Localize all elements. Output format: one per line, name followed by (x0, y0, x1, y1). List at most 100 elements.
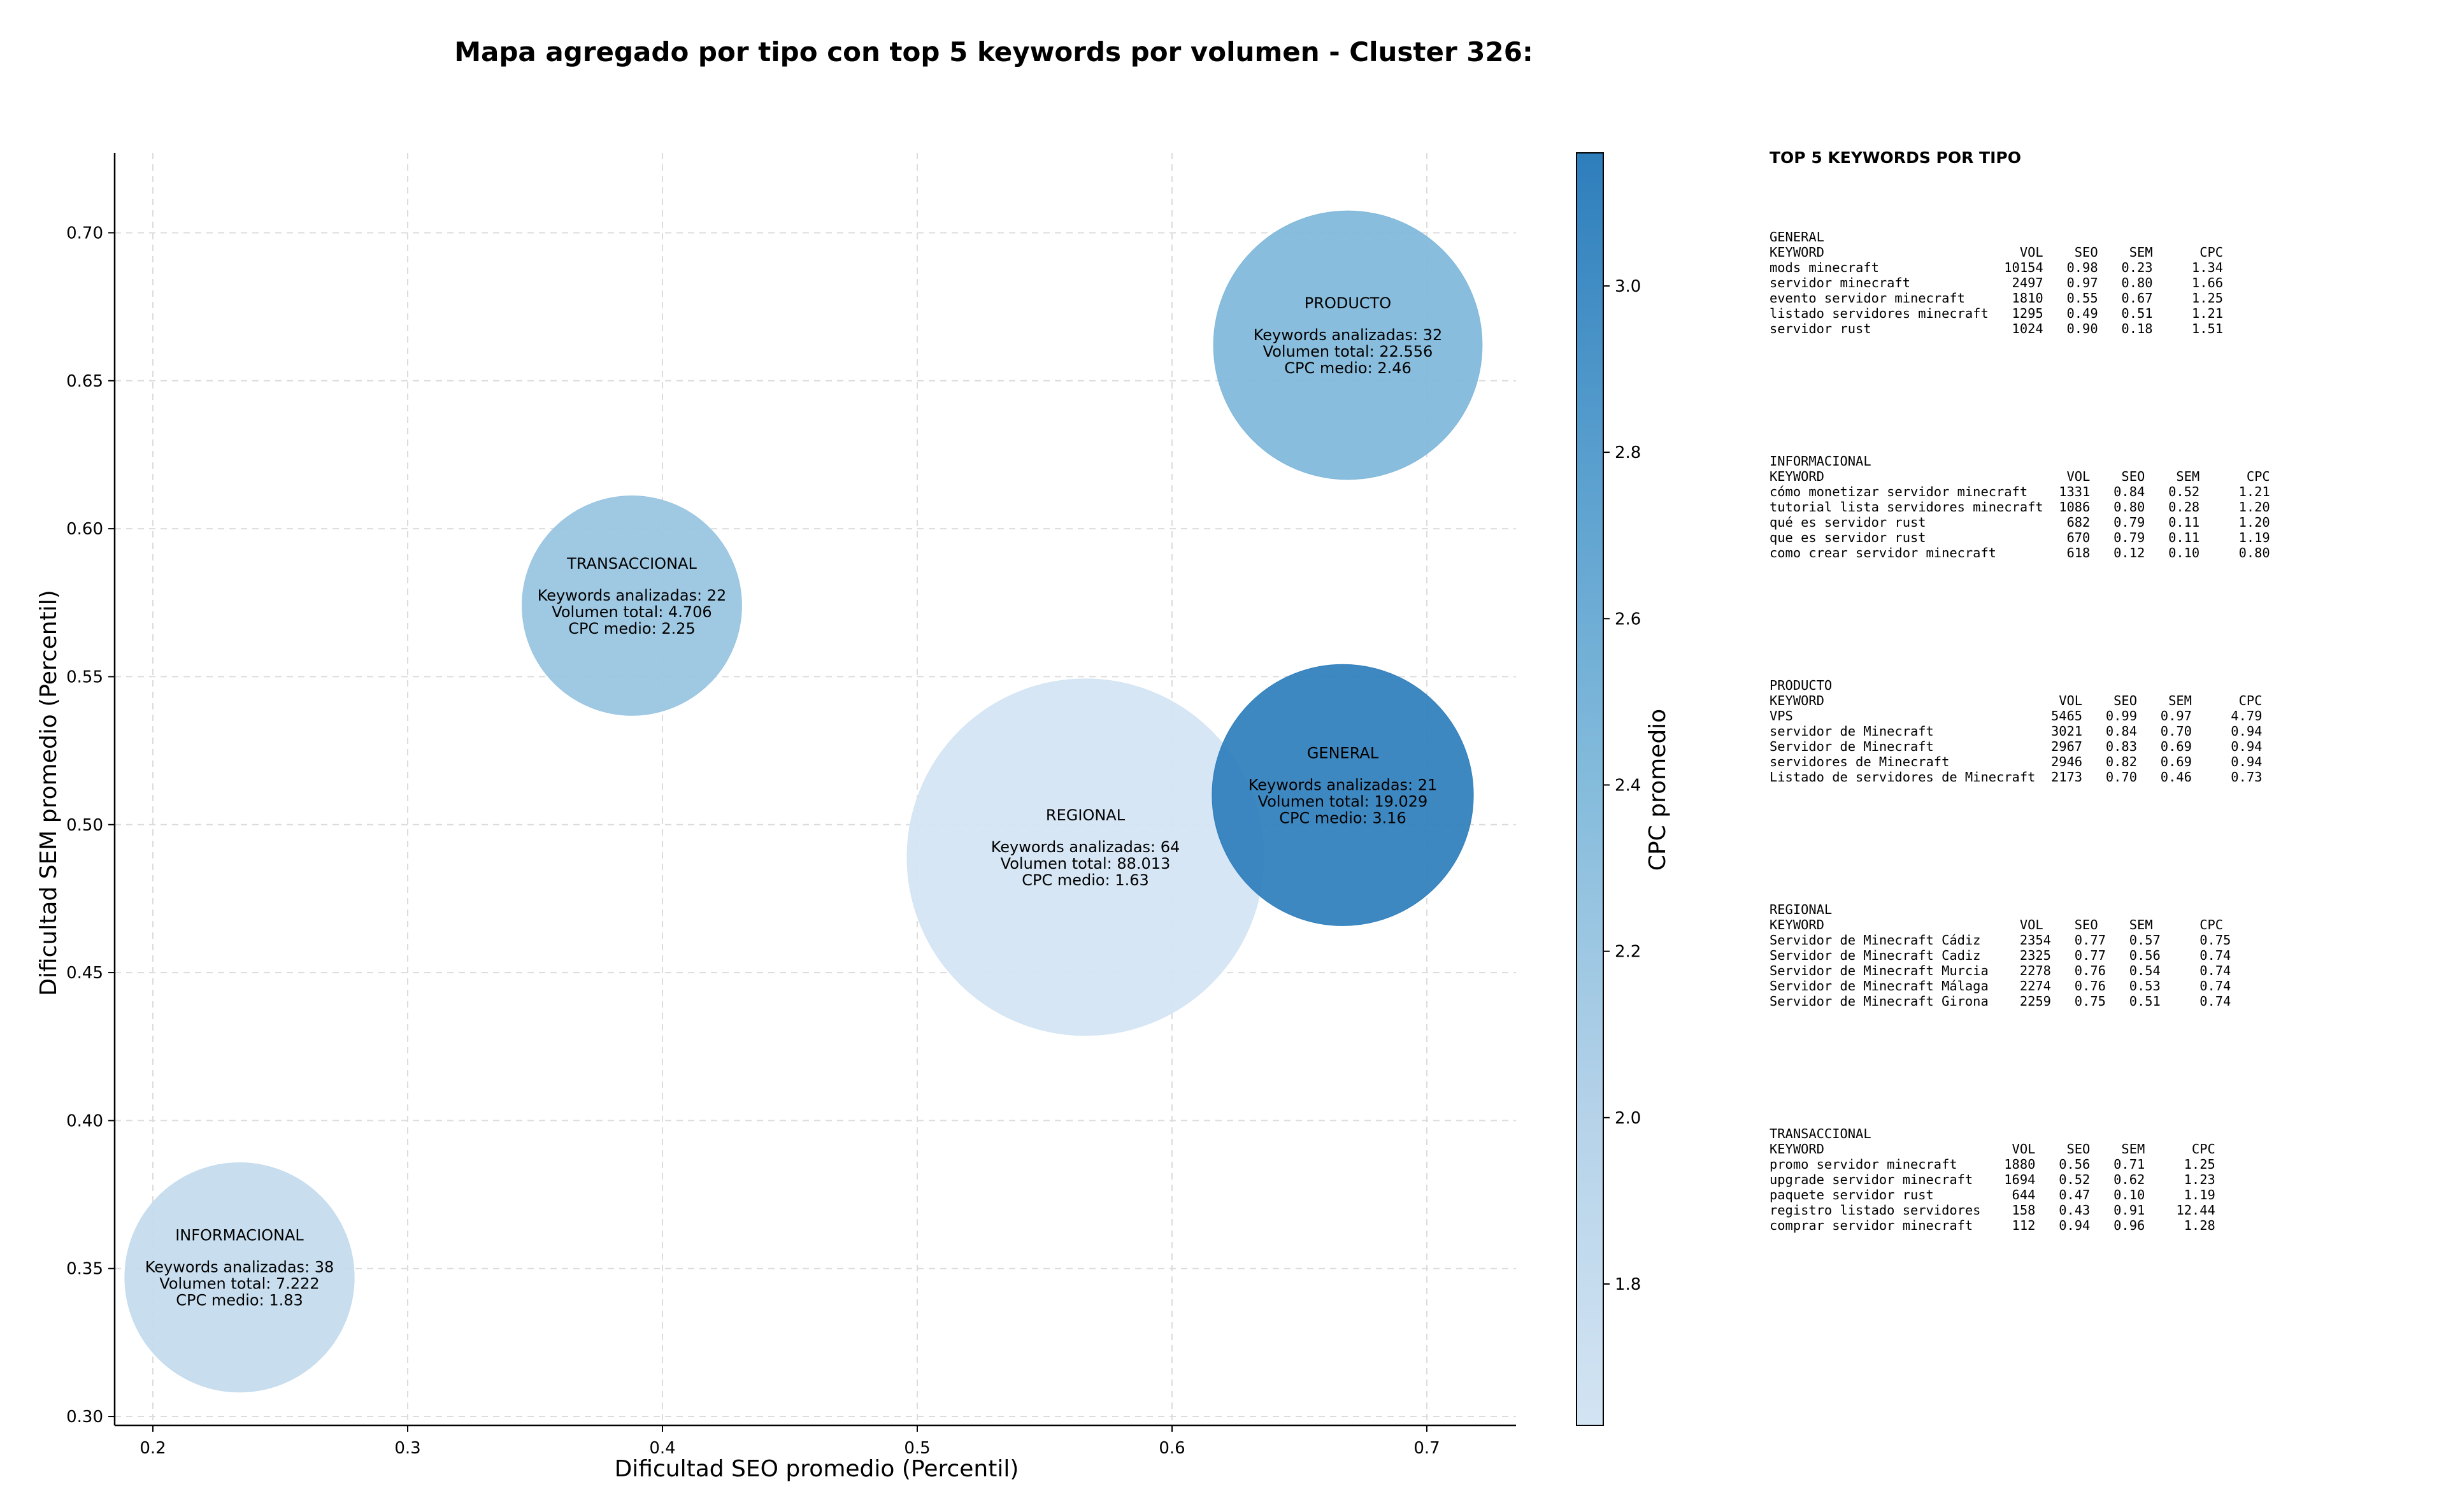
top5-keyword-row: upgrade servidor minecraft 1694 0.52 0.6… (1770, 1172, 2215, 1187)
top5-type-label: REGIONAL (1770, 902, 1833, 917)
top5-keyword-row: cómo monetizar servidor minecraft 1331 0… (1770, 484, 2270, 499)
top5-keyword-row: registro listado servidores 158 0.43 0.9… (1770, 1202, 2215, 1218)
top5-keyword-row: que es servidor rust 670 0.79 0.11 1.19 (1770, 530, 2270, 545)
top5-keyword-row: qué es servidor rust 682 0.79 0.11 1.20 (1770, 515, 2270, 530)
bubble-informacional (124, 1162, 355, 1393)
bubble-label: GENERAL (1307, 744, 1379, 762)
top5-keyword-row: VPS 5465 0.99 0.97 4.79 (1770, 708, 2263, 724)
top5-type-label: PRODUCTO (1770, 678, 1833, 693)
top5-table: INFORMACIONAL KEYWORD VOL SEO SEM CPC cómo… (1770, 453, 2432, 560)
bubble-label: Keywords analizadas: 21 (1248, 776, 1438, 794)
colorbar-tick-label: 1.8 (1615, 1275, 1641, 1294)
colorbar-tick-label: 3.0 (1615, 277, 1641, 296)
y-tick-label: 0.40 (66, 1111, 103, 1130)
top5-block-regional: REGIONAL KEYWORD VOL SEO SEM CPC Servidor … (1770, 902, 2432, 1126)
top5-keyword-row: Servidor de Minecraft Cádiz 2354 0.77 0.… (1770, 932, 2231, 948)
top5-table: REGIONAL KEYWORD VOL SEO SEM CPC Servidor … (1770, 902, 2432, 1009)
bubble-label: TRANSACCIONAL (566, 555, 697, 573)
bubble-general (1212, 664, 1474, 926)
top5-type-label: TRANSACCIONAL (1770, 1126, 1871, 1141)
y-tick-label: 0.45 (66, 964, 103, 983)
top5-table: GENERAL KEYWORD VOL SEO SEM CPC mods minec… (1770, 229, 2432, 336)
top5-table: TRANSACCIONAL KEYWORD VOL SEO SEM CPC prom… (1770, 1126, 2432, 1233)
top5-header-row: KEYWORD VOL SEO SEM CPC (1770, 917, 2224, 932)
top5-keyword-row: servidor de Minecraft 3021 0.84 0.70 0.9… (1770, 724, 2263, 739)
bubble-label: CPC medio: 3.16 (1279, 809, 1406, 827)
top5-header-row: KEYWORD VOL SEO SEM CPC (1770, 693, 2263, 708)
colorbar-tick-label: 2.0 (1615, 1109, 1641, 1128)
bubble-label: INFORMACIONAL (175, 1227, 304, 1245)
top5-keyword-row: comprar servidor minecraft 112 0.94 0.96… (1770, 1218, 2215, 1233)
bubble-label: Keywords analizadas: 22 (538, 587, 727, 604)
top5-keyword-row: Servidor de Minecraft Murcia 2278 0.76 0… (1770, 963, 2231, 978)
top5-keyword-row: como crear servidor minecraft 618 0.12 0… (1770, 545, 2270, 560)
top5-blocks: GENERAL KEYWORD VOL SEO SEM CPC mods minec… (1770, 229, 2432, 1350)
bubble-label: Volumen total: 4.706 (552, 603, 712, 621)
bubble-transaccional (522, 496, 742, 716)
top5-keyword-row: tutorial lista servidores minecraft 1086… (1770, 499, 2270, 515)
top5-keyword-row: Listado de servidores de Minecraft 2173 … (1770, 769, 2263, 785)
top5-keyword-row: Servidor de Minecraft Málaga 2274 0.76 0… (1770, 978, 2231, 994)
y-axis-label: Dificultad SEM promedio (Percentil) (36, 590, 62, 996)
axes: 0.2 0.3 0.4 0.5 0.6 0.7 0.30 0.35 0.40 0.45 0.50 0.… (66, 153, 1516, 1458)
top5-block-informacional: INFORMACIONAL KEYWORD VOL SEO SEM CPC cómo… (1770, 453, 2432, 678)
y-tick-label: 0.55 (66, 667, 103, 687)
bubble-label: Volumen total: 19.029 (1258, 792, 1428, 810)
top5-title: TOP 5 KEYWORDS POR TIPO (1770, 148, 2021, 167)
colorbar-tick-label: 2.8 (1615, 443, 1641, 462)
top5-keyword-row: listado servidores minecraft 1295 0.49 0… (1770, 306, 2224, 321)
top5-keyword-row: servidor rust 1024 0.90 0.18 1.51 (1770, 321, 2224, 336)
top5-keyword-row: Servidor de Minecraft Cadiz 2325 0.77 0.… (1770, 948, 2231, 963)
top5-keyword-row: paquete servidor rust 644 0.47 0.10 1.19 (1770, 1187, 2215, 1202)
bubble-label: Keywords analizadas: 38 (145, 1259, 334, 1276)
top5-keyword-row: Servidor de Minecraft 2967 0.83 0.69 0.9… (1770, 739, 2263, 754)
x-tick-label: 0.4 (649, 1439, 675, 1458)
top5-header-row: KEYWORD VOL SEO SEM CPC (1770, 245, 2224, 260)
colorbar (1576, 152, 1604, 1426)
top5-type-label: GENERAL (1770, 229, 1824, 245)
top5-keyword-row: servidores de Minecraft 2946 0.82 0.69 0… (1770, 754, 2263, 769)
x-tick-label: 0.5 (904, 1439, 930, 1458)
colorbar-tick-label: 2.4 (1615, 776, 1641, 795)
top5-block-general: GENERAL KEYWORD VOL SEO SEM CPC mods minec… (1770, 229, 2432, 453)
x-axis-label: Dificultad SEO promedio (Percentil) (615, 1456, 1019, 1482)
top5-block-transaccional: TRANSACCIONAL KEYWORD VOL SEO SEM CPC prom… (1770, 1126, 2432, 1350)
bubble-label: Volumen total: 7.222 (159, 1275, 319, 1293)
chart-title: Mapa agregado por tipo con top 5 keyword… (454, 36, 1533, 68)
bubble-label: Keywords analizadas: 32 (1254, 326, 1443, 344)
bubble-label: CPC medio: 1.83 (176, 1292, 303, 1309)
colorbar-ticks: 1.8 2.0 2.2 2.4 2.6 2.8 3.0 (1603, 277, 1641, 1294)
bubble-label: Keywords analizadas: 64 (991, 838, 1180, 856)
bubble-label: REGIONAL (1046, 806, 1126, 824)
top5-keyword-row: Servidor de Minecraft Girona 2259 0.75 0… (1770, 994, 2231, 1009)
colorbar-tick-label: 2.2 (1615, 943, 1641, 962)
colorbar-label: CPC promedio (1645, 709, 1671, 871)
top5-header-row: KEYWORD VOL SEO SEM CPC (1770, 469, 2270, 484)
x-tick-label: 0.3 (394, 1439, 420, 1458)
top5-keyword-row: promo servidor minecraft 1880 0.56 0.71 … (1770, 1157, 2215, 1172)
y-tick-label: 0.70 (66, 224, 103, 243)
top5-panel: TOP 5 KEYWORDS POR TIPO GENERAL KEYWORD V… (1770, 150, 2432, 1350)
y-tick-label: 0.50 (66, 816, 103, 835)
x-tick-label: 0.7 (1413, 1439, 1440, 1458)
bubble-label: CPC medio: 1.63 (1022, 871, 1149, 889)
top5-type-label: INFORMACIONAL (1770, 453, 1871, 469)
x-tick-label: 0.2 (139, 1439, 166, 1458)
top5-block-producto: PRODUCTO KEYWORD VOL SEO SEM CPC VPS 5465 … (1770, 678, 2432, 902)
top5-keyword-row: servidor minecraft 2497 0.97 0.80 1.66 (1770, 275, 2224, 290)
bubble-label: CPC medio: 2.25 (568, 620, 696, 638)
x-tick-label: 0.6 (1159, 1439, 1185, 1458)
bubble-label: PRODUCTO (1305, 294, 1391, 312)
top5-header-row: KEYWORD VOL SEO SEM CPC (1770, 1141, 2215, 1157)
top5-keyword-row: evento servidor minecraft 1810 0.55 0.67… (1770, 290, 2224, 306)
bubble-label: Volumen total: 22.556 (1263, 343, 1433, 360)
y-tick-label: 0.35 (66, 1260, 103, 1279)
y-tick-label: 0.60 (66, 520, 103, 539)
bubble-label: Volumen total: 88.013 (1001, 855, 1171, 873)
top5-keyword-row: mods minecraft 10154 0.98 0.23 1.34 (1770, 260, 2224, 275)
colorbar-tick-label: 2.6 (1615, 610, 1641, 629)
y-tick-label: 0.65 (66, 372, 103, 391)
bubble-label: CPC medio: 2.46 (1284, 359, 1412, 377)
